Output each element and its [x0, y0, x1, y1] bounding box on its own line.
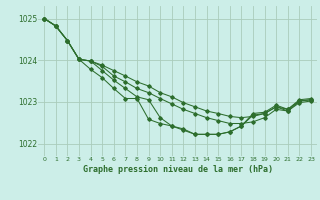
X-axis label: Graphe pression niveau de la mer (hPa): Graphe pression niveau de la mer (hPa): [83, 165, 273, 174]
